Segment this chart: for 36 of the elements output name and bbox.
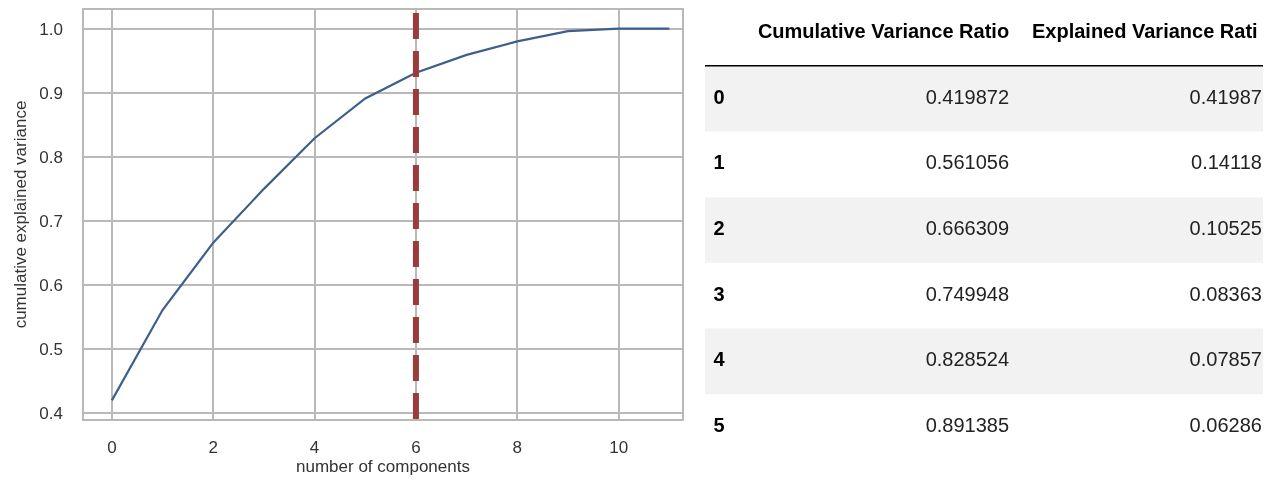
y-tick-label: 1 [713,151,725,174]
y-tick-label: 0 [713,85,725,108]
x-tick-label: 6 [411,438,421,458]
y-tick-label: 3 [713,282,725,305]
data-label: 0.749948 [925,282,1010,305]
x-axis-title: number of components [296,457,470,477]
y-tick-label: 0.7 [39,211,63,231]
data-label: 0.08363 [1189,282,1262,305]
y-tick-label: 0.5 [39,340,63,360]
x-tick-label: Cumulative Variance Ratio [757,19,1010,42]
data-label: 0.07857 [1189,348,1262,371]
data-label: 0.891385 [925,414,1010,437]
data-label: 0.06286 [1189,414,1262,437]
x-tick-label: 10 [609,438,629,458]
y-tick-label: 0.8 [39,147,63,167]
data-label: 0.41987 [1189,85,1262,108]
y-tick-label: 1.0 [39,19,63,39]
x-tick-label: Explained Variance Rati [1031,19,1258,42]
y-axis-title: cumulative explained variance [11,100,31,329]
y-tick-label: 4 [713,348,726,371]
x-tick-label: 8 [512,438,523,458]
data-label: 0.828524 [925,348,1010,371]
data-label: 0.14118 [1191,151,1262,174]
y-tick-label: 0.4 [39,404,63,424]
x-tick-label: 2 [208,438,218,458]
y-tick-label: 5 [713,414,725,437]
y-tick-label: 0.9 [39,83,63,103]
x-tick-label: 0 [107,438,117,458]
data-label: 0.561056 [925,151,1010,174]
y-tick-label: 0.6 [39,275,63,295]
x-tick-label: 4 [309,438,320,458]
data-label: 0.419872 [925,85,1010,108]
data-label: 0.666309 [925,217,1010,239]
line-series [110,27,671,402]
data-label: 0.10525 [1189,217,1262,239]
y-tick-label: 2 [713,217,725,239]
